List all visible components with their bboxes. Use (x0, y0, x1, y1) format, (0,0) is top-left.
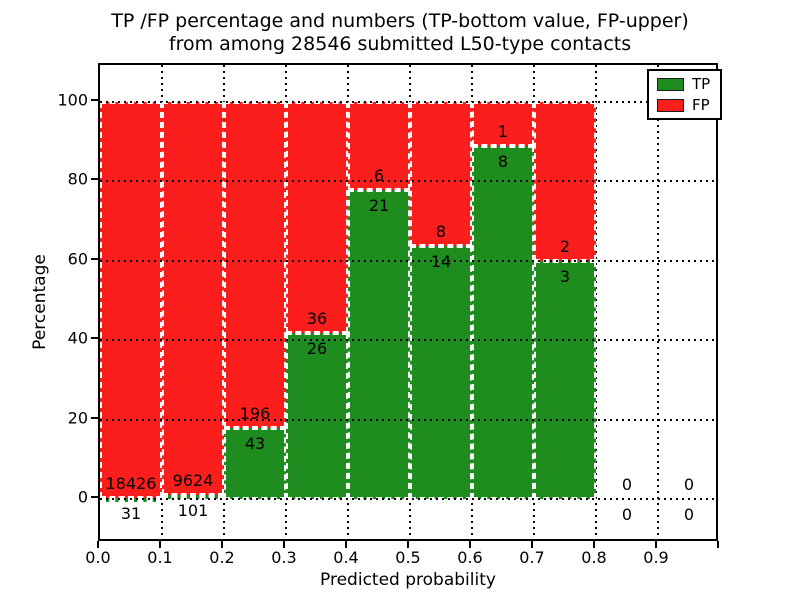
fp-count-label: 0 (683, 475, 695, 494)
gridline-horizontal (100, 418, 716, 421)
y-axis-tick (91, 99, 98, 101)
y-tick-label: 100 (57, 90, 88, 110)
x-axis-tick (97, 541, 99, 548)
tp-bar-segment (472, 146, 534, 499)
x-tick-label: 0.6 (457, 548, 483, 567)
x-tick-label: 0.2 (209, 548, 235, 567)
legend-item: FP (657, 97, 710, 113)
y-tick-label: 60 (67, 249, 88, 269)
chart-title: TP /FP percentage and numbers (TP-bottom… (0, 10, 800, 56)
fp-count-label: 9624 (172, 470, 214, 490)
fp-bar-segment (100, 102, 162, 499)
x-axis-tick (469, 541, 471, 548)
tp-count-label: 101 (177, 500, 209, 520)
x-axis-tick (283, 541, 285, 548)
y-axis-tick (91, 178, 98, 181)
plot-area: 18426 31 9624 101 196 43 36 26 6 21 8 14 1 8 2 3 0 0 0 0 TP… (98, 63, 723, 541)
tp-count-label: 3 (559, 266, 571, 286)
tp-bar-segment (534, 260, 596, 499)
legend: TP FP (647, 69, 723, 120)
x-axis-tick (159, 541, 161, 548)
fp-count-label: 1 (497, 122, 509, 142)
fp-bar-segment (286, 102, 348, 333)
tp-bar-segment (348, 190, 410, 499)
y-tick-label: 80 (67, 169, 88, 189)
chart-title-line1: TP /FP percentage and numbers (TP-bottom… (111, 10, 689, 32)
fp-count-label: 6 (373, 166, 385, 186)
y-axis-tick (91, 337, 98, 340)
x-axis-tick (221, 541, 223, 548)
x-axis-tick (655, 541, 657, 548)
x-tick-label: 0.7 (519, 548, 545, 567)
tp-legend-swatch (657, 77, 684, 91)
bars-layer (100, 65, 716, 539)
x-axis-tick (717, 541, 719, 548)
x-tick-label: 0.3 (271, 548, 297, 567)
gridline-horizontal (100, 180, 716, 183)
x-tick-label: 0.4 (333, 548, 359, 567)
x-tick-label: 0.9 (643, 548, 669, 567)
x-axis-tick (407, 541, 409, 548)
fp-bar-segment (472, 102, 534, 147)
y-axis-tick (91, 416, 98, 419)
y-tick-label: 20 (67, 408, 88, 428)
gridline-vertical (595, 65, 597, 539)
tp-count-label: 0 (621, 505, 633, 524)
gridline-horizontal (100, 101, 716, 103)
y-axis-tick (91, 496, 98, 498)
y-tick-label: 40 (67, 328, 88, 348)
legend-item: TP (657, 76, 710, 92)
tp-bar-segment (410, 246, 472, 499)
x-axis-tick (345, 541, 347, 548)
tp-bar-segment (224, 427, 286, 499)
y-axis-tick (91, 257, 98, 260)
tp-count-label: 14 (430, 252, 452, 272)
fp-bar-segment (348, 102, 410, 191)
tp-bar-segment (286, 332, 348, 499)
x-axis-tick (593, 541, 595, 548)
tp-bar-segment (162, 494, 224, 499)
tp-count-label: 8 (497, 152, 509, 172)
tp-count-label: 0 (683, 505, 695, 524)
fp-bar-segment (410, 102, 472, 247)
fp-count-label: 196 (239, 403, 271, 423)
fp-count-label: 2 (559, 236, 571, 256)
x-tick-label: 0.0 (85, 548, 111, 567)
gridline-vertical (657, 65, 659, 539)
tp-count-label: 43 (244, 433, 266, 453)
fp-count-label: 36 (306, 308, 328, 328)
gridline-horizontal (100, 498, 716, 500)
gridline-horizontal (100, 259, 716, 262)
legend-item-label: TP (692, 75, 711, 93)
tp-count-label: 21 (368, 196, 390, 216)
chart-title-line2: from among 28546 submitted L50-type cont… (168, 33, 632, 55)
horizontal-gridlines (100, 65, 716, 539)
x-axis-label: Predicted probability (320, 570, 496, 590)
bar-value-labels: 18426 31 9624 101 196 43 36 26 6 21 8 14 1 8 2 3 0 0 0 0 (100, 65, 716, 539)
x-tick-label: 0.5 (395, 548, 421, 567)
gridline-horizontal (100, 339, 716, 342)
y-axis-label: Percentage (30, 254, 50, 350)
fp-bar-segment (162, 102, 224, 495)
y-tick-label: 0 (77, 487, 88, 507)
x-tick-label: 0.8 (581, 548, 607, 567)
legend-item-label: FP (692, 96, 710, 114)
x-axis-tick (531, 541, 533, 548)
tp-count-label: 31 (120, 504, 142, 524)
fp-count-label: 0 (621, 475, 633, 494)
fp-count-label: 8 (435, 222, 447, 242)
fp-count-label: 18426 (105, 474, 157, 494)
tp-count-label: 26 (306, 338, 328, 358)
x-tick-label: 0.1 (147, 548, 173, 567)
fp-legend-swatch (657, 98, 684, 112)
